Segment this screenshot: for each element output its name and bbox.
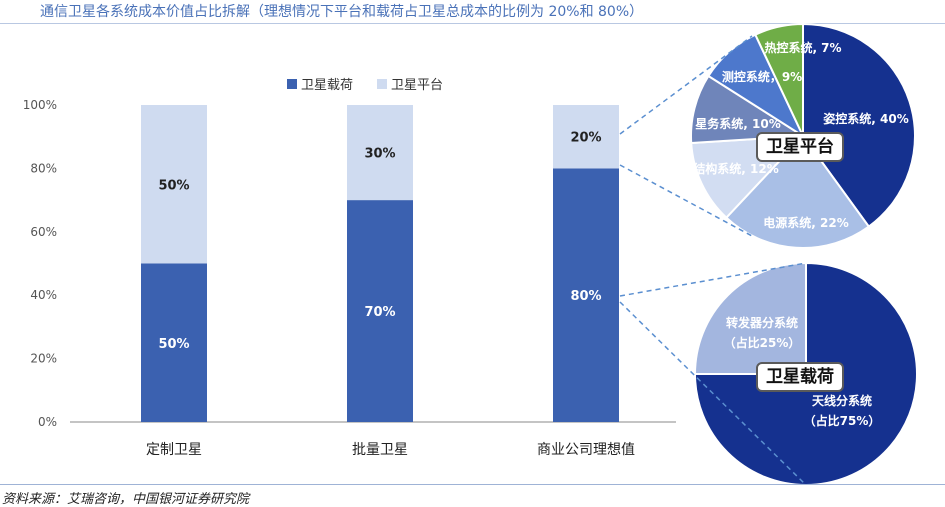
stacked-bar-chart: 0% 20% 40% 60% 80% 100% 50% 50% 定制卫星 70% 30% 批量卫星 80… xyxy=(23,78,676,458)
footer-divider xyxy=(0,484,945,485)
bar-segment xyxy=(141,263,207,422)
legend-label: 卫星载荷 xyxy=(301,78,353,93)
bar-segment xyxy=(347,200,413,422)
bar-segment xyxy=(553,105,619,169)
y-tick-label: 40% xyxy=(30,288,57,302)
y-tick-label: 100% xyxy=(23,98,57,112)
legend-label: 卫星平台 xyxy=(391,78,443,93)
payload-pie-title: 卫星载荷 xyxy=(756,362,844,392)
data-label: 30% xyxy=(364,147,395,162)
pie-slice xyxy=(753,22,804,137)
data-label: 20% xyxy=(570,131,601,146)
y-tick-label: 60% xyxy=(30,225,57,239)
pie-slice xyxy=(693,261,807,375)
y-tick-label: 80% xyxy=(30,161,57,175)
connector-line xyxy=(619,35,753,135)
legend-swatch xyxy=(287,79,297,89)
pie-slice xyxy=(802,22,916,229)
pie-slice-label: 结构系统, 12% xyxy=(693,161,778,176)
category-label: 批量卫星 xyxy=(352,442,408,458)
pie-slice-label: 星务系统, 10% xyxy=(695,116,780,131)
page-title: 通信卫星各系统成本价值占比拆解（理想情况下平台和载荷占卫星总成本的比例为 20%… xyxy=(40,4,644,20)
data-label: 50% xyxy=(158,337,189,352)
data-label: 70% xyxy=(364,305,395,320)
category-label: 定制卫星 xyxy=(146,442,202,458)
connector-line xyxy=(619,262,807,297)
bar-segment xyxy=(141,105,207,264)
connector-lines xyxy=(619,35,807,485)
platform-pie-title: 卫星平台 xyxy=(756,132,844,162)
pie-slice xyxy=(724,134,871,249)
cost-breakdown-chart: 0% 20% 40% 60% 80% 100% 50% 50% 定制卫星 70% 30% 批量卫星 80… xyxy=(23,22,918,485)
pie-slice-sublabel: （占比25%） xyxy=(724,335,801,350)
source-note: 资料来源：艾瑞咨询，中国银河证券研究院 xyxy=(2,492,250,507)
pie-slice-label: 天线分系统 xyxy=(812,393,872,408)
data-label: 80% xyxy=(570,289,601,304)
data-label: 50% xyxy=(158,178,189,193)
legend-swatch xyxy=(377,79,387,89)
pie-slice-label: 电源系统, 22% xyxy=(763,215,848,230)
title-divider xyxy=(0,23,945,24)
bar-segment xyxy=(553,168,619,422)
y-tick-label: 0% xyxy=(38,415,57,429)
pie-slice-label: 姿控系统, 40% xyxy=(823,111,908,126)
connector-line xyxy=(619,301,807,485)
pie-slice-sublabel: （占比75%） xyxy=(804,413,881,428)
connector-line xyxy=(619,164,753,237)
pie-slice-label: 转发器分系统 xyxy=(726,315,798,330)
bar-segment xyxy=(347,105,413,201)
pie-slice-label: 热控系统, 7% xyxy=(764,40,841,55)
pie-slice-label: 测控系统，9% xyxy=(722,69,802,84)
y-tick-label: 20% xyxy=(30,352,57,366)
category-label: 商业公司理想值 xyxy=(537,442,635,458)
